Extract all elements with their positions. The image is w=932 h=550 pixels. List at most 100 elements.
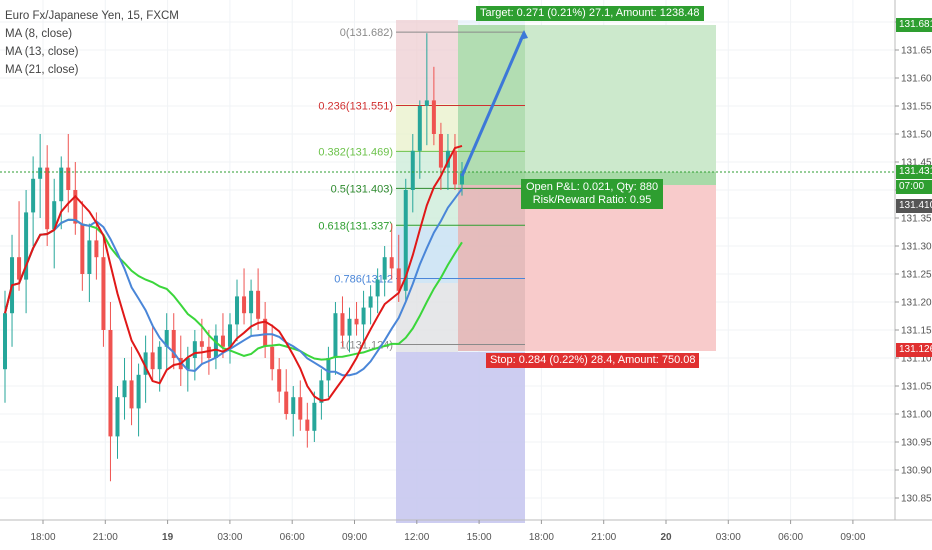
projection-line[interactable] bbox=[460, 32, 526, 177]
current-price-tag: 131.431 bbox=[896, 165, 932, 179]
y-tick-label: 131.350 bbox=[901, 214, 932, 225]
candle-body bbox=[171, 330, 176, 358]
ma-21-line bbox=[4, 218, 463, 361]
candle-body bbox=[115, 397, 120, 437]
candle-body bbox=[403, 190, 408, 291]
x-tick-label: 09:00 bbox=[840, 532, 865, 543]
candle-body bbox=[396, 268, 401, 291]
y-tick-label: 131.450 bbox=[901, 158, 932, 169]
candle-body bbox=[235, 296, 240, 325]
candle-body bbox=[431, 100, 436, 134]
open-pnl-label[interactable]: Open P&L: 0.021, Qty: 880 Risk/Reward Ra… bbox=[521, 179, 664, 209]
ma-21-label[interactable]: MA (21, close) bbox=[5, 64, 79, 76]
candle-body bbox=[291, 397, 296, 414]
candle-body bbox=[452, 150, 457, 185]
candle-body bbox=[213, 335, 218, 358]
stop-label[interactable]: Stop: 0.284 (0.22%) 28.4, Amount: 750.08 bbox=[486, 353, 700, 368]
candle-body bbox=[284, 391, 289, 414]
fib-level-label: 0.236(131.551) bbox=[318, 100, 393, 112]
candle-body bbox=[129, 380, 134, 409]
candle-body bbox=[460, 173, 464, 185]
candle-body bbox=[192, 341, 197, 358]
x-tick-label: 09:00 bbox=[342, 532, 367, 543]
risk-reward-text: Risk/Reward Ratio: 0.95 bbox=[532, 194, 652, 206]
candle-body bbox=[333, 313, 338, 358]
moving-averages bbox=[4, 144, 463, 402]
candle-body bbox=[52, 201, 57, 230]
candle-body bbox=[242, 296, 247, 314]
candle-body bbox=[438, 134, 443, 168]
y-tick-label: 131.250 bbox=[901, 270, 932, 281]
ma-8-line bbox=[4, 144, 463, 402]
candle-body bbox=[256, 290, 261, 319]
entry-partial-tag: 07:00 bbox=[896, 180, 932, 194]
candle-body bbox=[80, 223, 85, 274]
candle-body bbox=[270, 346, 275, 370]
candle-body bbox=[136, 374, 141, 409]
y-tick-label: 130.950 bbox=[901, 438, 932, 449]
y-tick-label: 131.050 bbox=[901, 382, 932, 393]
candle-body bbox=[326, 358, 331, 381]
target-price-tag: 131.681 bbox=[896, 18, 932, 32]
fib-level-label: 0(131.682) bbox=[340, 27, 393, 39]
target-label[interactable]: Target: 0.271 (0.21%) 27.1, Amount: 1238… bbox=[476, 6, 704, 21]
ma-13-label[interactable]: MA (13, close) bbox=[5, 46, 79, 58]
candle-body bbox=[368, 296, 373, 308]
candle-body bbox=[417, 106, 422, 151]
stop-price-tag: 131.126 bbox=[896, 343, 932, 357]
y-tick-label: 131.550 bbox=[901, 102, 932, 113]
candle-body bbox=[389, 257, 394, 269]
y-tick-label: 131.600 bbox=[901, 74, 932, 85]
candle-body bbox=[94, 240, 99, 258]
x-tick-label: 21:00 bbox=[93, 532, 118, 543]
candle-body bbox=[340, 313, 345, 336]
x-tick-label: 21:00 bbox=[591, 532, 616, 543]
x-tick-label: 06:00 bbox=[778, 532, 803, 543]
y-tick-label: 131.300 bbox=[901, 242, 932, 253]
x-tick-label: 18:00 bbox=[529, 532, 554, 543]
candle-body bbox=[220, 335, 225, 347]
candle-body bbox=[206, 346, 211, 358]
y-tick-label: 131.500 bbox=[901, 130, 932, 141]
candle-body bbox=[199, 341, 204, 347]
y-tick-label: 130.900 bbox=[901, 466, 932, 477]
candle-body bbox=[305, 419, 310, 431]
candle-body bbox=[87, 240, 92, 274]
x-tick-label: 15:00 bbox=[467, 532, 492, 543]
ma-8-label[interactable]: MA (8, close) bbox=[5, 28, 73, 40]
fib-level-label: 0.5(131.403) bbox=[331, 183, 393, 195]
chart-legend: Euro Fx/Japanese Yen, 15, FXCM MA (8, cl… bbox=[5, 7, 179, 79]
x-tick-label: 20 bbox=[660, 532, 672, 543]
open-pnl-text: Open P&L: 0.021, Qty: 880 bbox=[526, 181, 659, 193]
y-tick-label: 131.150 bbox=[901, 326, 932, 337]
y-tick-label: 131.650 bbox=[901, 46, 932, 57]
candle-body bbox=[185, 358, 190, 370]
x-tick-labels: 18:00 21:00 19 03:00 06:00 09:00 12:00 15:00 18:… bbox=[30, 520, 866, 543]
fib-below-band bbox=[396, 352, 525, 523]
candle-body bbox=[3, 313, 7, 370]
candle-body bbox=[17, 257, 22, 280]
y-tick-label: 131.100 bbox=[901, 354, 932, 365]
candle-body bbox=[382, 257, 387, 280]
x-tick-label: 18:00 bbox=[30, 532, 55, 543]
candle-body bbox=[73, 190, 78, 224]
x-tick-label: 03:00 bbox=[716, 532, 741, 543]
candle-body bbox=[31, 178, 36, 213]
x-tick-label: 12:00 bbox=[404, 532, 429, 543]
candle-body bbox=[347, 318, 352, 336]
candle-body bbox=[263, 318, 268, 347]
fib-levels: 0(131.682) 0.236(131.551) 0.382(131.469) 0.… bbox=[318, 27, 525, 352]
symbol-title[interactable]: Euro Fx/Japanese Yen, 15, FXCM bbox=[5, 10, 179, 22]
y-tick-label: 131.200 bbox=[901, 298, 932, 309]
entry-price-tag: 131.410 bbox=[896, 199, 932, 213]
candle-body bbox=[164, 330, 169, 347]
candle-body bbox=[122, 380, 127, 398]
x-tick-label: 06:00 bbox=[280, 532, 305, 543]
candle-body bbox=[375, 279, 380, 297]
y-tick-label: 131.000 bbox=[901, 410, 932, 421]
candle-body bbox=[227, 324, 232, 347]
candle-body bbox=[312, 402, 317, 431]
x-tick-label: 03:00 bbox=[217, 532, 242, 543]
candle-body bbox=[319, 380, 324, 403]
